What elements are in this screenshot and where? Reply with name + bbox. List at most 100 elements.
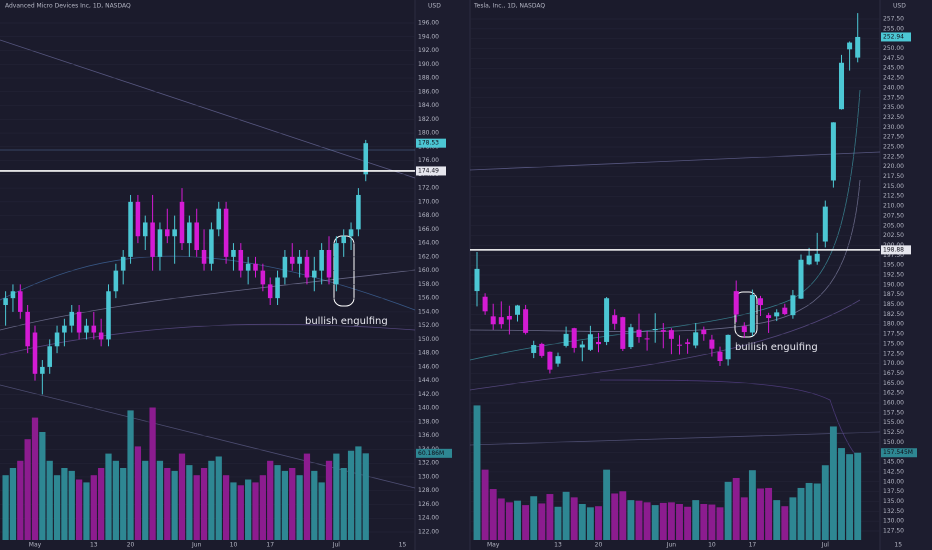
- candle-body: [660, 330, 666, 332]
- y-tick-label: 155.00: [883, 419, 904, 426]
- candle-body: [341, 236, 346, 244]
- x-tick-label: Jul: [332, 542, 341, 549]
- volume-bar: [53, 475, 61, 540]
- volume-bar: [237, 485, 244, 540]
- x-tick-label: Jun: [666, 542, 677, 549]
- volume-bar: [554, 506, 562, 540]
- y-tick-label: 182.00: [418, 116, 439, 123]
- volume-bar: [562, 491, 570, 540]
- volume-bar: [289, 468, 296, 540]
- y-tick-label: 177.50: [883, 331, 904, 338]
- candle-body: [91, 325, 97, 333]
- candle-body: [120, 256, 126, 271]
- candle-body: [223, 208, 229, 257]
- candle-body: [282, 256, 288, 278]
- candle-body: [187, 222, 192, 244]
- volume-bar: [586, 507, 594, 540]
- candle-body: [555, 356, 561, 364]
- y-tick-label: 255.00: [883, 25, 904, 32]
- y-tick-label: 230.00: [883, 124, 904, 131]
- y-tick-label: 207.50: [883, 212, 904, 219]
- volume-bar: [757, 488, 764, 540]
- volume-bar: [186, 465, 193, 540]
- candle-body: [782, 307, 788, 315]
- candle-body: [312, 270, 317, 278]
- volume-bar: [578, 504, 586, 540]
- volume-bar: [603, 469, 611, 540]
- candle-body: [157, 229, 163, 257]
- y-tick-label: 168.00: [418, 212, 439, 219]
- y-tick-label: 164.00: [418, 240, 439, 247]
- y-tick-label: 175.00: [883, 340, 904, 347]
- volume-bar: [627, 500, 635, 540]
- trendline: [469, 151, 881, 171]
- chart-title: Tesla, Inc., 1D, NASDAQ: [473, 3, 545, 10]
- y-tick-label: 140.00: [418, 405, 439, 412]
- volume-bar: [259, 475, 266, 540]
- candle-body: [54, 332, 60, 347]
- x-tick-label: 10: [230, 542, 238, 549]
- volume-bar: [61, 468, 68, 540]
- volume-bar: [193, 475, 200, 540]
- candle-body: [76, 311, 82, 333]
- candle-body: [798, 259, 804, 299]
- volume-bar: [120, 468, 127, 540]
- y-tick-label: 130.00: [883, 518, 904, 525]
- candle-body: [693, 332, 699, 346]
- volume-bar: [98, 468, 105, 540]
- x-tick-label: Jul: [821, 542, 830, 549]
- y-tick-label: 156.00: [418, 295, 439, 302]
- y-tick-label: 182.50: [883, 311, 904, 318]
- volume-bar: [781, 506, 789, 540]
- candle-body: [514, 305, 521, 315]
- chart-title: Advanced Micro Devices Inc, 1D, NASDAQ: [5, 3, 131, 10]
- candle-body: [506, 315, 512, 320]
- candle-body: [531, 345, 537, 353]
- volume-bar: [765, 487, 773, 540]
- candle-body: [733, 291, 739, 315]
- y-tick-label: 222.50: [883, 153, 904, 160]
- candle-body: [847, 42, 853, 50]
- y-tick-label: 205.00: [883, 222, 904, 229]
- y-tick-label: 215.00: [883, 183, 904, 190]
- candle-body: [620, 317, 626, 349]
- price-axis-left: [415, 0, 470, 550]
- volume-bar: [68, 470, 75, 540]
- y-tick-label: 202.50: [883, 232, 904, 239]
- volume-bar: [546, 494, 554, 540]
- volume-tag: [881, 448, 917, 458]
- candle-body: [47, 346, 52, 367]
- y-tick-label: 176.00: [418, 157, 439, 164]
- y-tick-label: 194.00: [418, 33, 439, 40]
- candle-body: [701, 329, 707, 335]
- candle-body: [725, 334, 731, 360]
- candle-body: [62, 325, 67, 333]
- volume-bar: [619, 491, 627, 540]
- volume-bar: [127, 410, 134, 540]
- y-tick-label: 242.50: [883, 75, 904, 82]
- y-tick-label: 190.00: [883, 281, 904, 288]
- candle-body: [539, 343, 545, 356]
- candle-body: [142, 222, 148, 237]
- moving-average: [469, 89, 861, 361]
- volume-bar: [281, 470, 289, 540]
- candle-body: [179, 201, 185, 244]
- x-tick-label: 13: [554, 542, 562, 549]
- y-tick-label: 186.00: [418, 88, 439, 95]
- volume-bar: [667, 502, 675, 540]
- volume-bar: [142, 460, 149, 540]
- candle-body: [676, 344, 683, 346]
- candle-body: [774, 312, 780, 317]
- candle-body: [612, 315, 618, 324]
- candle-body: [814, 253, 820, 262]
- moving-average: [599, 379, 861, 461]
- candle-body: [128, 201, 133, 257]
- y-tick-label: 148.00: [418, 350, 439, 357]
- y-tick-label: 217.50: [883, 173, 904, 180]
- volume-bar: [595, 506, 602, 540]
- y-tick-label: 170.00: [418, 198, 439, 205]
- candle-body: [498, 317, 504, 325]
- x-tick-label: 20: [127, 542, 135, 549]
- candle-body: [636, 329, 642, 338]
- volume-bar: [222, 475, 230, 540]
